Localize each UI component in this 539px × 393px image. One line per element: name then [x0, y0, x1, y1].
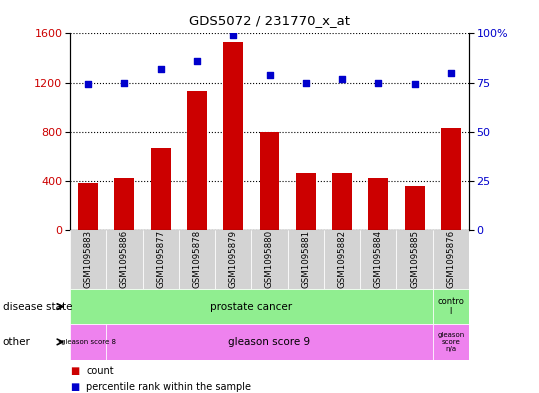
Bar — [114, 178, 134, 230]
Point — [410, 81, 419, 88]
Bar — [332, 173, 352, 230]
Text: GSM1095876: GSM1095876 — [446, 230, 455, 288]
Text: GSM1095877: GSM1095877 — [156, 230, 165, 288]
Bar — [251, 230, 288, 289]
Bar — [151, 148, 171, 230]
Bar — [70, 230, 106, 289]
Bar — [441, 128, 461, 230]
Text: GSM1095886: GSM1095886 — [120, 230, 129, 288]
Bar — [433, 230, 469, 289]
Text: gleason score 9: gleason score 9 — [229, 337, 310, 347]
Text: GSM1095884: GSM1095884 — [374, 230, 383, 288]
Bar — [288, 230, 324, 289]
Point — [229, 32, 238, 39]
Text: GSM1095883: GSM1095883 — [84, 230, 93, 288]
Text: GSM1095880: GSM1095880 — [265, 230, 274, 288]
Text: gleason score 8: gleason score 8 — [61, 339, 116, 345]
Bar — [223, 42, 243, 230]
Point — [374, 79, 383, 86]
Text: other: other — [3, 337, 31, 347]
Bar — [106, 230, 143, 289]
Point — [338, 75, 347, 82]
Text: GSM1095881: GSM1095881 — [301, 230, 310, 288]
Bar — [143, 230, 179, 289]
Bar — [368, 178, 388, 230]
Text: GSM1095885: GSM1095885 — [410, 230, 419, 288]
Point — [84, 81, 93, 88]
Bar — [215, 230, 251, 289]
Bar — [296, 173, 316, 230]
Bar — [179, 230, 215, 289]
Text: ■: ■ — [70, 366, 79, 376]
Text: GDS5072 / 231770_x_at: GDS5072 / 231770_x_at — [189, 14, 350, 27]
Text: ■: ■ — [70, 382, 79, 392]
Bar — [187, 91, 207, 230]
Bar — [70, 324, 106, 360]
Point — [301, 79, 310, 86]
Text: percentile rank within the sample: percentile rank within the sample — [86, 382, 251, 392]
Bar — [360, 230, 396, 289]
Point — [265, 72, 274, 78]
Bar — [260, 132, 279, 230]
Point — [120, 79, 129, 86]
Text: GSM1095882: GSM1095882 — [337, 230, 347, 288]
Text: gleason
score
n/a: gleason score n/a — [437, 332, 465, 352]
Bar — [106, 324, 433, 360]
Bar — [324, 230, 360, 289]
Text: count: count — [86, 366, 114, 376]
Bar — [405, 185, 425, 230]
Point — [192, 58, 201, 64]
Bar — [396, 230, 433, 289]
Point — [446, 70, 455, 76]
Text: contro
l: contro l — [437, 297, 464, 316]
Point — [156, 66, 165, 72]
Text: prostate cancer: prostate cancer — [210, 301, 293, 312]
Text: GSM1095878: GSM1095878 — [192, 230, 202, 288]
Bar — [433, 324, 469, 360]
Text: disease state: disease state — [3, 301, 72, 312]
Bar — [433, 289, 469, 324]
Text: GSM1095879: GSM1095879 — [229, 230, 238, 288]
Bar — [78, 183, 98, 230]
